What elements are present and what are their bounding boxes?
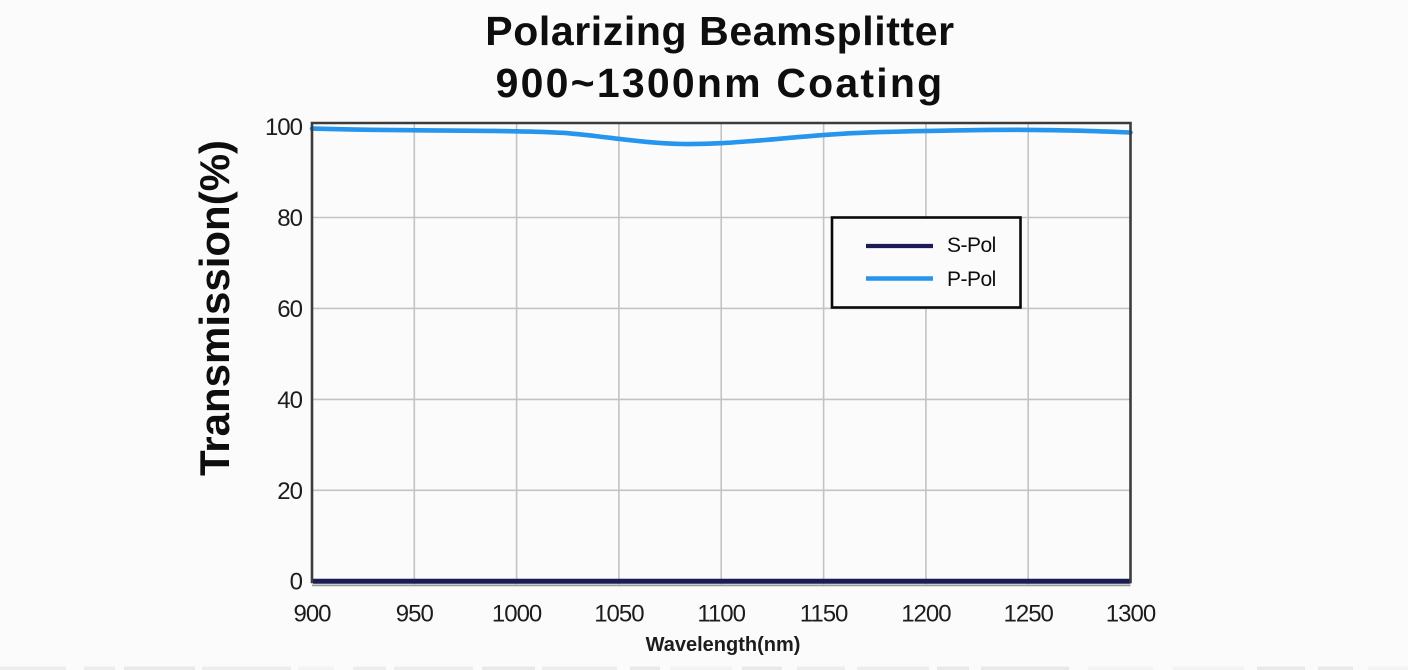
- svg-text:100: 100: [265, 114, 303, 141]
- svg-text:1050: 1050: [594, 601, 644, 628]
- svg-text:1100: 1100: [697, 601, 745, 628]
- svg-text:80: 80: [277, 205, 302, 232]
- svg-text:S-Pol: S-Pol: [947, 234, 996, 257]
- svg-text:20: 20: [277, 478, 302, 505]
- svg-text:1150: 1150: [800, 601, 848, 628]
- svg-text:40: 40: [277, 387, 302, 414]
- svg-text:1200: 1200: [901, 601, 951, 628]
- svg-text:900: 900: [293, 601, 331, 628]
- svg-text:Polarizing Beamsplitter: Polarizing Beamsplitter: [485, 8, 954, 54]
- svg-text:60: 60: [277, 296, 302, 323]
- svg-text:1300: 1300: [1106, 601, 1156, 628]
- svg-text:1250: 1250: [1004, 601, 1054, 628]
- svg-text:P-Pol: P-Pol: [947, 268, 996, 291]
- svg-text:Wavelength(nm): Wavelength(nm): [646, 634, 801, 656]
- svg-text:0: 0: [290, 569, 303, 596]
- svg-text:1000: 1000: [492, 601, 542, 628]
- svg-text:Transmission(%): Transmission(%): [191, 140, 238, 476]
- svg-text:900~1300nm Coating: 900~1300nm Coating: [496, 60, 945, 106]
- svg-text:950: 950: [396, 601, 434, 628]
